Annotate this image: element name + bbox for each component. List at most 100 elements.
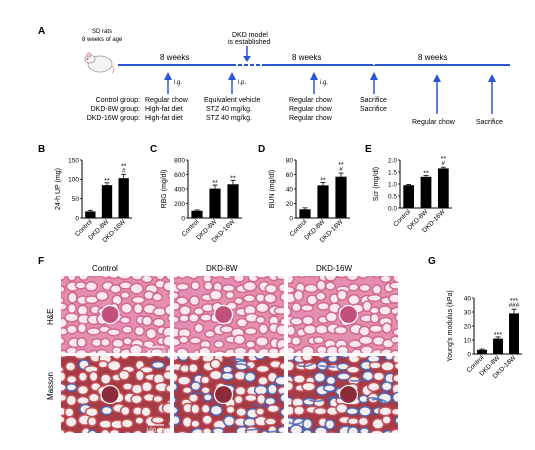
fibrosis-strand (187, 391, 204, 395)
y-tick-label: 1.5 (388, 169, 397, 176)
significance-stars: ** (121, 163, 127, 170)
y-tick-label: 150 (68, 157, 79, 164)
timeline-axis (118, 62, 510, 68)
fibrosis-strand (297, 362, 315, 368)
col4-row1: Sacrifice (360, 97, 387, 104)
y-tick-label: 0 (181, 215, 185, 222)
hist-col-dkd16w: DKD-16W (316, 264, 353, 273)
y-tick-label: 600 (174, 172, 185, 179)
col3-row3: Regular chow (289, 115, 332, 122)
fibrosis-strand (228, 358, 246, 362)
y-tick-label: 50 (72, 196, 80, 203)
significance-hash: ### (509, 302, 520, 309)
ig-label-1: i.g. (174, 80, 183, 86)
col2-row1: Equivalent vehicle (204, 97, 261, 104)
scale-bar-he: 200 μm (146, 350, 167, 356)
glomerulus (338, 304, 359, 325)
y-tick-label: 20 (464, 323, 472, 330)
significance-stars: *** (510, 298, 518, 305)
histology-image-he-1 (174, 276, 284, 353)
significance-hash: # (442, 160, 446, 167)
y-axis-label: 24-h UP (mg) (55, 168, 62, 210)
significance-stars: ** (320, 177, 326, 184)
glomerulus (213, 304, 234, 325)
panel-label-f: F (38, 256, 45, 267)
bar-dkd-8w (209, 188, 221, 218)
significance-stars: ** (441, 156, 447, 163)
col3-row2: Regular chow (289, 106, 332, 113)
scale-bar-masson: 100 μm (146, 428, 167, 434)
bar-dkd-16w (509, 313, 519, 354)
group-dkd8w: DKD-8W group: (90, 106, 140, 113)
histology-image-he-2 (288, 276, 398, 353)
rat-label-2: 8 weeks of age (82, 37, 123, 43)
period-1: 8 weeks (160, 53, 190, 62)
panel-label-a: A (38, 26, 46, 37)
significance-stars: ** (423, 171, 429, 178)
panel-label-e: E (365, 144, 372, 155)
y-axis-label: Young's modulus (kPa) (447, 290, 454, 362)
y-tick-label: 80 (286, 157, 294, 164)
panel-label-g: G (428, 256, 436, 267)
fibrosis-strand (321, 356, 335, 360)
histology-image-he-0 (61, 276, 170, 353)
significance-hash: # (122, 167, 126, 174)
fibrosis-strand (234, 363, 251, 369)
fibrosis-strand (326, 396, 344, 401)
bar-control (403, 185, 415, 208)
significance-hash: # (339, 166, 343, 173)
y-axis-label: RBG (mg/dl) (161, 170, 168, 209)
col1-row2: High-fat diet (145, 106, 183, 113)
hist-col-control: Control (92, 264, 118, 273)
bar-dkd-8w (420, 176, 432, 208)
col2-row3: STZ 40 mg/kg. (206, 115, 252, 122)
y-tick-label: 200 (174, 201, 185, 208)
fibrosis-strand (288, 419, 306, 425)
y-tick-label: 1.0 (388, 181, 397, 188)
significance-stars: *** (494, 332, 502, 339)
fibrosis-strand (308, 398, 326, 403)
bar-dkd-8w (317, 185, 329, 218)
fibrosis-strand (319, 364, 336, 368)
significance-stars: ** (338, 162, 344, 169)
col3-row1: Regular chow (289, 97, 332, 104)
bar-control (191, 210, 203, 218)
bar-dkd-16w (227, 184, 239, 218)
rat-label-1: SD rats (92, 29, 113, 35)
y-tick-label: 0 (289, 215, 293, 222)
col1-row3: High-fat diet (145, 115, 183, 122)
bar-dkd-8w (493, 338, 503, 354)
rat-icon (84, 52, 115, 74)
period-3: 8 weeks (418, 53, 448, 62)
bar-dkd-16w (118, 178, 129, 218)
glomerulus (213, 384, 234, 405)
glomerulus (100, 384, 120, 405)
ip-label: i.p. (238, 80, 247, 86)
glomerulus (100, 304, 120, 325)
y-tick-label: 20 (286, 201, 294, 208)
col6-row3: Sacrifice (476, 119, 503, 126)
fibrosis-strand (371, 398, 389, 404)
y-tick-label: 10 (464, 337, 472, 344)
dkd-arrow-icon (243, 46, 251, 62)
y-tick-label: 400 (174, 186, 185, 193)
group-control: Control group: (95, 97, 140, 104)
significance-stars: ** (230, 175, 236, 182)
fibrosis-strand (261, 429, 279, 433)
bar-control (85, 211, 96, 218)
col4-row2: Sacrifice (360, 106, 387, 113)
y-tick-label: 40 (464, 295, 472, 302)
histology-image-masson-3 (61, 356, 170, 433)
y-axis-label: BUN (mg/dl) (269, 170, 276, 209)
bar-dkd-8w (101, 185, 113, 218)
y-axis-label: Scr (mg/dl) (373, 167, 380, 201)
fibrosis-strand (349, 378, 367, 382)
y-tick-label: 0.0 (388, 205, 397, 212)
dkd-note-2: is established (228, 39, 271, 46)
y-tick-label: 0 (75, 215, 79, 222)
ig-label-2: i.g. (320, 80, 329, 86)
col1-row1: Regular chow (145, 97, 188, 104)
fibrosis-strand (252, 404, 269, 409)
